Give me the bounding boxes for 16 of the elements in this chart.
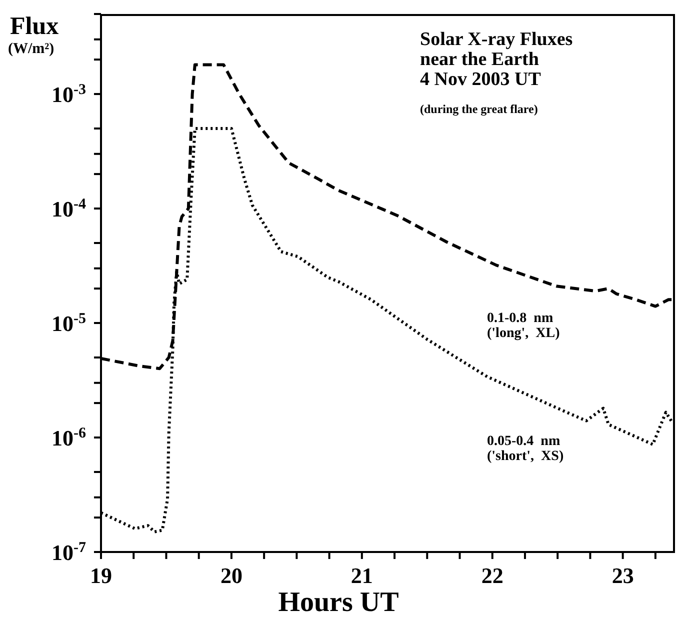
text: (during the great flare) (420, 102, 538, 116)
y-tick-label: 10$^{-3}$ (52, 82, 86, 108)
text: Solar X-ray Fluxes near the Earth 4 Nov 2003 UT (420, 29, 573, 90)
series-label: 0.1-0.8 nm ('long', XL) (487, 311, 560, 342)
y-axis-title: Flux (W/m²) (8, 13, 59, 58)
x-tick-label: 22 (481, 563, 504, 588)
y-tick-label: 10$^{-5}$ (52, 311, 86, 336)
x-tick-label: 19 (90, 563, 112, 588)
x-tick-label: 23 (612, 563, 634, 588)
series-label: 0.05-0.4 nm ('short', XS) (487, 434, 564, 464)
x-tick-label: 21 (350, 563, 373, 588)
y-tick-label: 10$^{-6}$ (52, 426, 86, 451)
x-tick-label: 20 (220, 563, 242, 588)
x-axis-title: Hours UT (277, 587, 400, 618)
y-tick-label: 10$^{-7}$ (52, 540, 86, 565)
y-tick-label: 10$^{-4}$ (52, 196, 86, 222)
